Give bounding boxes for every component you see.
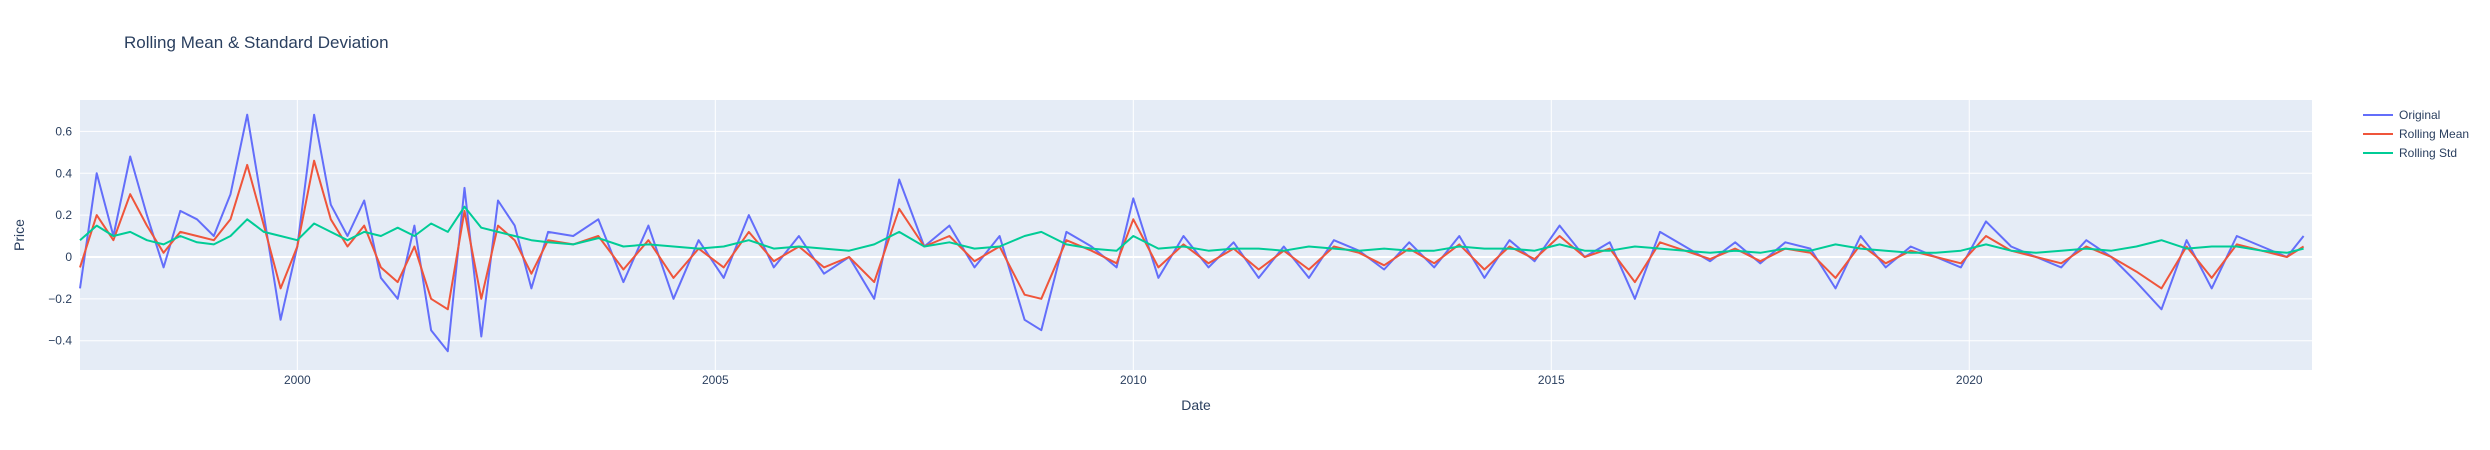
y-tick-label: 0.2: [55, 208, 72, 222]
x-tick-label: 2020: [1956, 373, 1983, 387]
y-axis-title: Price: [11, 219, 27, 251]
grid: [80, 100, 2312, 370]
x-tick-label: 2005: [702, 373, 729, 387]
y-tick-label: 0.6: [55, 124, 72, 138]
legend-label: Rolling Std: [2399, 146, 2457, 160]
y-tick-label: −0.4: [48, 334, 72, 348]
y-axis: −0.4 −0.2 0 0.2 0.4 0.6: [48, 124, 72, 347]
y-tick-label: 0.4: [55, 166, 72, 180]
x-axis: 2000 2005 2010 2015 2020: [284, 373, 1983, 387]
x-tick-label: 2010: [1120, 373, 1147, 387]
legend-label: Rolling Mean: [2399, 127, 2469, 141]
series-group: [79, 113, 2305, 353]
legend-item-rolling-std[interactable]: Rolling Std: [2363, 146, 2457, 160]
series-line-rolling-std: [79, 205, 2304, 254]
x-tick-label: 2000: [284, 373, 311, 387]
plot-area: [80, 100, 2312, 370]
legend[interactable]: Original Rolling Mean Rolling Std: [2363, 108, 2469, 160]
chart-title: Rolling Mean & Standard Deviation: [124, 33, 389, 52]
y-tick-label: 0: [65, 250, 72, 264]
legend-item-rolling-mean[interactable]: Rolling Mean: [2363, 127, 2469, 141]
legend-label: Original: [2399, 108, 2440, 122]
x-axis-title: Date: [1181, 397, 1211, 413]
legend-item-original[interactable]: Original: [2363, 108, 2440, 122]
y-tick-label: −0.2: [48, 292, 72, 306]
x-tick-label: 2015: [1538, 373, 1565, 387]
